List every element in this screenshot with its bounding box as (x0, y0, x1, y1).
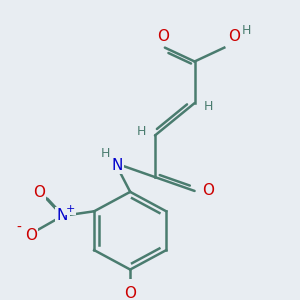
Text: O: O (228, 29, 240, 44)
Text: H: H (101, 148, 110, 160)
Text: O: O (25, 228, 37, 243)
Text: O: O (157, 29, 169, 44)
Text: +: + (66, 203, 75, 214)
Text: -: - (16, 221, 21, 235)
Text: O: O (124, 286, 136, 300)
Text: H: H (242, 23, 251, 37)
Text: H: H (136, 125, 146, 138)
Text: O: O (202, 183, 214, 198)
Text: N: N (57, 208, 68, 224)
Text: H: H (204, 100, 213, 113)
Text: N: N (112, 158, 123, 172)
Text: O: O (33, 185, 45, 200)
